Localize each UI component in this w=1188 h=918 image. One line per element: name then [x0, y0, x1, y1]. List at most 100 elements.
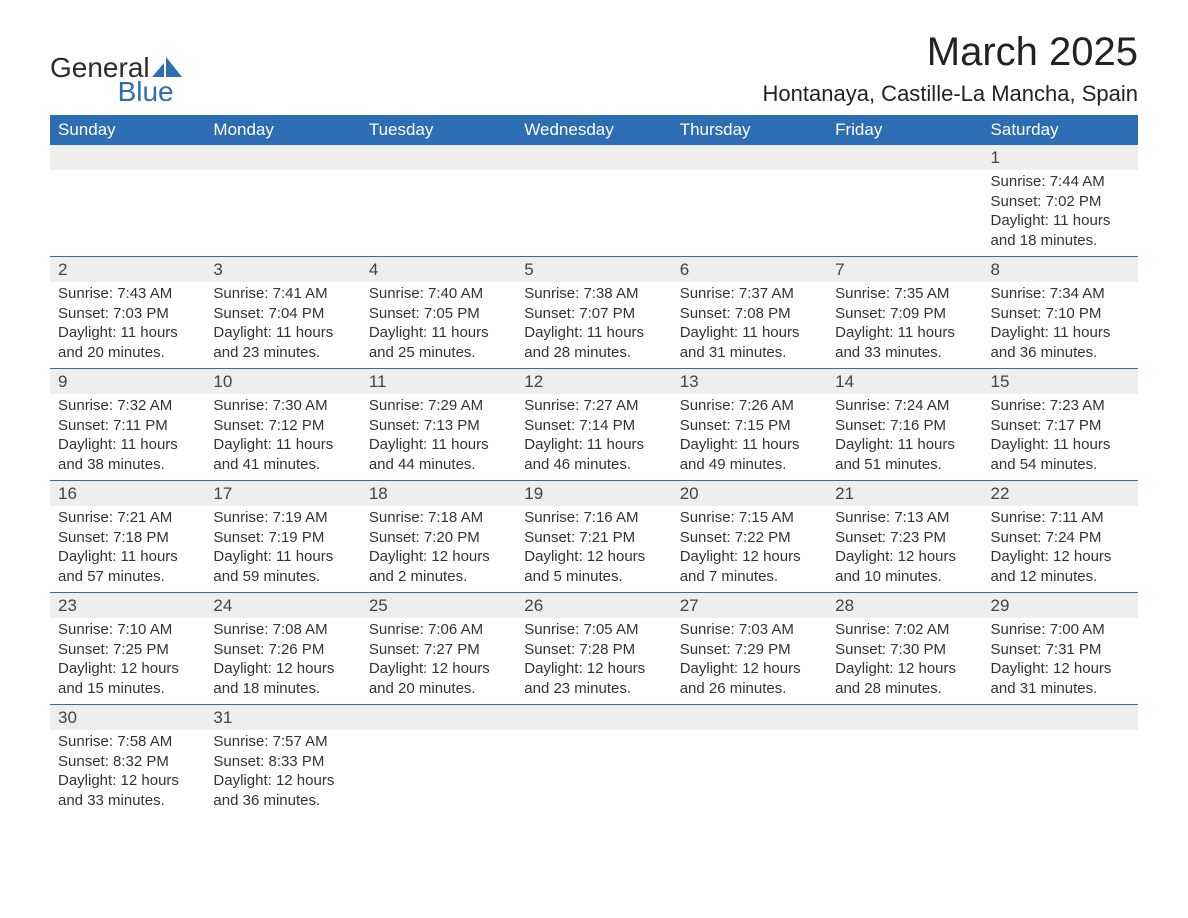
day-number: [516, 705, 671, 730]
sunset-text: Sunset: 7:12 PM: [213, 416, 352, 436]
sunrise-text: Sunrise: 7:40 AM: [369, 284, 508, 304]
daylight-text: Daylight: 11 hours and 28 minutes.: [524, 323, 663, 362]
sunset-text: Sunset: 7:08 PM: [680, 304, 819, 324]
calendar-cell: 21Sunrise: 7:13 AMSunset: 7:23 PMDayligh…: [827, 481, 982, 593]
sunset-text: Sunset: 7:26 PM: [213, 640, 352, 660]
sunset-text: Sunset: 7:30 PM: [835, 640, 974, 660]
day-number: 7: [827, 257, 982, 282]
sunset-text: Sunset: 7:03 PM: [58, 304, 197, 324]
calendar-cell: [205, 145, 360, 257]
sunrise-text: Sunrise: 7:41 AM: [213, 284, 352, 304]
calendar-cell: 30Sunrise: 7:58 AMSunset: 8:32 PMDayligh…: [50, 705, 205, 817]
day-number: 6: [672, 257, 827, 282]
sunrise-text: Sunrise: 7:30 AM: [213, 396, 352, 416]
calendar-table: SundayMondayTuesdayWednesdayThursdayFrid…: [50, 115, 1138, 816]
day-number: 20: [672, 481, 827, 506]
daylight-text: Daylight: 12 hours and 26 minutes.: [680, 659, 819, 698]
daylight-text: Daylight: 12 hours and 31 minutes.: [991, 659, 1130, 698]
day-number: 17: [205, 481, 360, 506]
daylight-text: Daylight: 12 hours and 20 minutes.: [369, 659, 508, 698]
sunset-text: Sunset: 7:28 PM: [524, 640, 663, 660]
day-number: 23: [50, 593, 205, 618]
sunset-text: Sunset: 8:32 PM: [58, 752, 197, 772]
daylight-text: Daylight: 12 hours and 36 minutes.: [213, 771, 352, 810]
day-number: 8: [983, 257, 1138, 282]
sunrise-text: Sunrise: 7:37 AM: [680, 284, 819, 304]
calendar-cell: 19Sunrise: 7:16 AMSunset: 7:21 PMDayligh…: [516, 481, 671, 593]
sunset-text: Sunset: 7:22 PM: [680, 528, 819, 548]
sunset-text: Sunset: 7:31 PM: [991, 640, 1130, 660]
calendar-cell: 20Sunrise: 7:15 AMSunset: 7:22 PMDayligh…: [672, 481, 827, 593]
day-number: 14: [827, 369, 982, 394]
day-number: 24: [205, 593, 360, 618]
daylight-text: Daylight: 11 hours and 18 minutes.: [991, 211, 1130, 250]
day-number: 5: [516, 257, 671, 282]
sunrise-text: Sunrise: 7:35 AM: [835, 284, 974, 304]
sunrise-text: Sunrise: 7:13 AM: [835, 508, 974, 528]
calendar-cell: [50, 145, 205, 257]
calendar-cell: 29Sunrise: 7:00 AMSunset: 7:31 PMDayligh…: [983, 593, 1138, 705]
brand-part2: Blue: [118, 76, 174, 107]
calendar-cell: [361, 145, 516, 257]
sunrise-text: Sunrise: 7:44 AM: [991, 172, 1130, 192]
day-number: 22: [983, 481, 1138, 506]
sunrise-text: Sunrise: 7:10 AM: [58, 620, 197, 640]
sunset-text: Sunset: 7:29 PM: [680, 640, 819, 660]
day-number: 21: [827, 481, 982, 506]
sunrise-text: Sunrise: 7:19 AM: [213, 508, 352, 528]
sunrise-text: Sunrise: 7:26 AM: [680, 396, 819, 416]
daylight-text: Daylight: 11 hours and 57 minutes.: [58, 547, 197, 586]
day-number: [983, 705, 1138, 730]
calendar-cell: 9Sunrise: 7:32 AMSunset: 7:11 PMDaylight…: [50, 369, 205, 481]
sunset-text: Sunset: 8:33 PM: [213, 752, 352, 772]
sunrise-text: Sunrise: 7:00 AM: [991, 620, 1130, 640]
sunrise-text: Sunrise: 7:38 AM: [524, 284, 663, 304]
weekday-header: Monday: [205, 115, 360, 145]
sunset-text: Sunset: 7:25 PM: [58, 640, 197, 660]
day-number: 19: [516, 481, 671, 506]
daylight-text: Daylight: 11 hours and 38 minutes.: [58, 435, 197, 474]
calendar-cell: [361, 705, 516, 817]
day-number: 18: [361, 481, 516, 506]
sunset-text: Sunset: 7:15 PM: [680, 416, 819, 436]
sunrise-text: Sunrise: 7:21 AM: [58, 508, 197, 528]
day-number: [827, 705, 982, 730]
sunrise-text: Sunrise: 7:57 AM: [213, 732, 352, 752]
sunset-text: Sunset: 7:23 PM: [835, 528, 974, 548]
calendar-cell: 17Sunrise: 7:19 AMSunset: 7:19 PMDayligh…: [205, 481, 360, 593]
calendar-cell: [672, 705, 827, 817]
daylight-text: Daylight: 11 hours and 51 minutes.: [835, 435, 974, 474]
calendar-cell: 5Sunrise: 7:38 AMSunset: 7:07 PMDaylight…: [516, 257, 671, 369]
calendar-cell: [672, 145, 827, 257]
day-number: 29: [983, 593, 1138, 618]
day-number: [516, 145, 671, 170]
calendar-cell: 13Sunrise: 7:26 AMSunset: 7:15 PMDayligh…: [672, 369, 827, 481]
day-number: 9: [50, 369, 205, 394]
location-subtitle: Hontanaya, Castille-La Mancha, Spain: [763, 81, 1138, 107]
sunset-text: Sunset: 7:17 PM: [991, 416, 1130, 436]
sunset-text: Sunset: 7:18 PM: [58, 528, 197, 548]
sunrise-text: Sunrise: 7:05 AM: [524, 620, 663, 640]
sunrise-text: Sunrise: 7:08 AM: [213, 620, 352, 640]
calendar-cell: 27Sunrise: 7:03 AMSunset: 7:29 PMDayligh…: [672, 593, 827, 705]
sunrise-text: Sunrise: 7:43 AM: [58, 284, 197, 304]
weekday-header: Saturday: [983, 115, 1138, 145]
calendar-cell: [983, 705, 1138, 817]
daylight-text: Daylight: 12 hours and 28 minutes.: [835, 659, 974, 698]
sunrise-text: Sunrise: 7:23 AM: [991, 396, 1130, 416]
day-number: 10: [205, 369, 360, 394]
calendar-cell: 31Sunrise: 7:57 AMSunset: 8:33 PMDayligh…: [205, 705, 360, 817]
calendar-cell: 4Sunrise: 7:40 AMSunset: 7:05 PMDaylight…: [361, 257, 516, 369]
calendar-cell: 14Sunrise: 7:24 AMSunset: 7:16 PMDayligh…: [827, 369, 982, 481]
day-number: [361, 705, 516, 730]
calendar-cell: [516, 145, 671, 257]
day-number: 26: [516, 593, 671, 618]
daylight-text: Daylight: 11 hours and 33 minutes.: [835, 323, 974, 362]
sunrise-text: Sunrise: 7:15 AM: [680, 508, 819, 528]
day-number: [672, 145, 827, 170]
sunset-text: Sunset: 7:19 PM: [213, 528, 352, 548]
day-number: [50, 145, 205, 170]
day-number: 12: [516, 369, 671, 394]
daylight-text: Daylight: 11 hours and 54 minutes.: [991, 435, 1130, 474]
calendar-cell: 26Sunrise: 7:05 AMSunset: 7:28 PMDayligh…: [516, 593, 671, 705]
